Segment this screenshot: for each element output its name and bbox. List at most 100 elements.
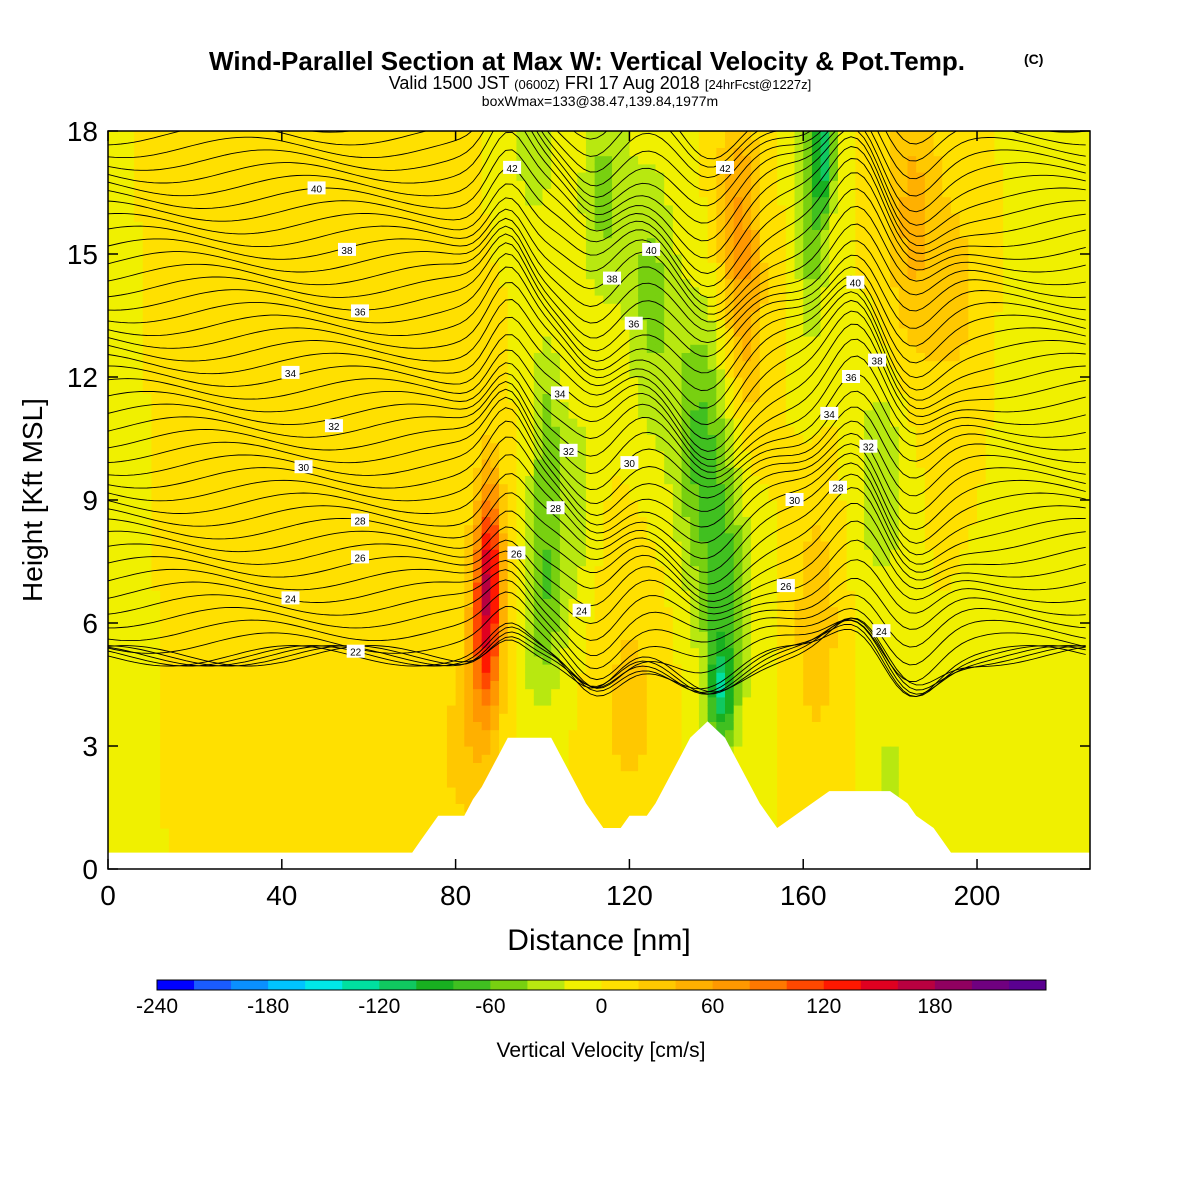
w-cell: [151, 131, 161, 140]
w-cell: [238, 418, 248, 427]
w-cell: [481, 721, 491, 731]
w-cell: [212, 787, 222, 796]
w-cell: [108, 549, 118, 558]
w-cell: [299, 532, 309, 542]
w-cell: [281, 573, 292, 583]
w-cell: [446, 385, 457, 394]
w-cell: [351, 450, 361, 460]
w-cell: [351, 155, 361, 165]
w-cell: [160, 401, 170, 411]
w-cell: [125, 500, 135, 509]
w-cell: [151, 557, 161, 567]
w-cell: [168, 631, 179, 640]
w-cell: [290, 811, 300, 821]
w-cell: [238, 803, 248, 813]
w-cell: [394, 237, 405, 247]
w-cell: [281, 754, 292, 763]
w-cell: [299, 762, 309, 772]
w-cell: [446, 352, 457, 362]
w-cell: [316, 688, 326, 698]
w-cell: [255, 811, 266, 821]
w-cell: [264, 409, 274, 419]
w-cell: [247, 516, 257, 526]
w-cell: [525, 631, 535, 640]
w-cell: [333, 614, 344, 624]
w-cell: [386, 426, 396, 435]
w-cell: [247, 377, 257, 386]
w-cell: [481, 672, 491, 681]
w-cell: [403, 696, 413, 706]
w-cell: [577, 393, 587, 403]
w-cell: [394, 393, 405, 403]
w-cell: [116, 524, 126, 534]
w-cell: [255, 360, 266, 370]
w-cell: [160, 647, 170, 657]
w-cell: [125, 409, 135, 419]
w-cell: [160, 327, 170, 337]
w-cell: [507, 213, 518, 222]
w-cell: [307, 368, 318, 378]
w-cell: [194, 172, 205, 181]
w-cell: [394, 705, 405, 714]
w-cell: [142, 770, 153, 780]
w-cell: [551, 196, 561, 206]
w-cell: [472, 680, 483, 690]
w-cell: [290, 754, 300, 763]
w-cell: [429, 352, 439, 362]
w-cell: [316, 541, 326, 550]
w-cell: [168, 787, 179, 796]
w-cell: [516, 270, 526, 280]
w-cell: [264, 713, 274, 722]
w-cell: [542, 524, 552, 534]
w-cell: [525, 664, 535, 673]
w-cell: [351, 278, 361, 288]
w-cell: [316, 672, 326, 681]
w-cell: [203, 286, 213, 296]
w-cell: [186, 245, 196, 255]
w-cell: [142, 762, 153, 772]
w-cell: [386, 311, 396, 321]
w-cell: [542, 631, 552, 640]
w-cell: [472, 254, 483, 263]
w-cell: [273, 196, 283, 206]
w-cell: [264, 336, 274, 345]
w-cell: [316, 664, 326, 673]
w-cell: [351, 401, 361, 411]
w-cell: [412, 229, 422, 239]
w-cell: [333, 672, 344, 681]
w-cell: [194, 131, 205, 140]
w-cell: [325, 762, 335, 772]
w-cell: [151, 762, 161, 772]
w-cell: [507, 524, 518, 534]
w-cell: [125, 590, 135, 599]
w-cell: [333, 639, 344, 649]
w-cell: [507, 696, 518, 706]
w-cell: [299, 336, 309, 345]
w-cell: [507, 155, 518, 165]
w-cell: [360, 418, 370, 427]
w-cell: [472, 155, 483, 165]
w-cell: [333, 155, 344, 165]
w-cell: [273, 311, 283, 321]
w-cell: [108, 737, 118, 747]
w-cell: [134, 245, 144, 255]
w-cell: [125, 631, 135, 640]
w-cell: [273, 155, 283, 165]
w-cell: [368, 795, 378, 804]
w-cell: [307, 500, 318, 509]
w-cell: [125, 713, 135, 722]
w-cell: [125, 573, 135, 583]
w-cell: [194, 664, 205, 673]
w-cell: [177, 770, 187, 780]
w-cell: [525, 688, 535, 698]
w-cell: [446, 754, 457, 763]
w-cell: [125, 639, 135, 649]
w-cell: [507, 172, 518, 181]
w-cell: [238, 401, 248, 411]
w-cell: [134, 188, 144, 198]
w-cell: [464, 590, 474, 599]
w-cell: [403, 639, 413, 649]
w-cell: [403, 278, 413, 288]
w-cell: [351, 655, 361, 665]
w-cell: [403, 811, 413, 821]
